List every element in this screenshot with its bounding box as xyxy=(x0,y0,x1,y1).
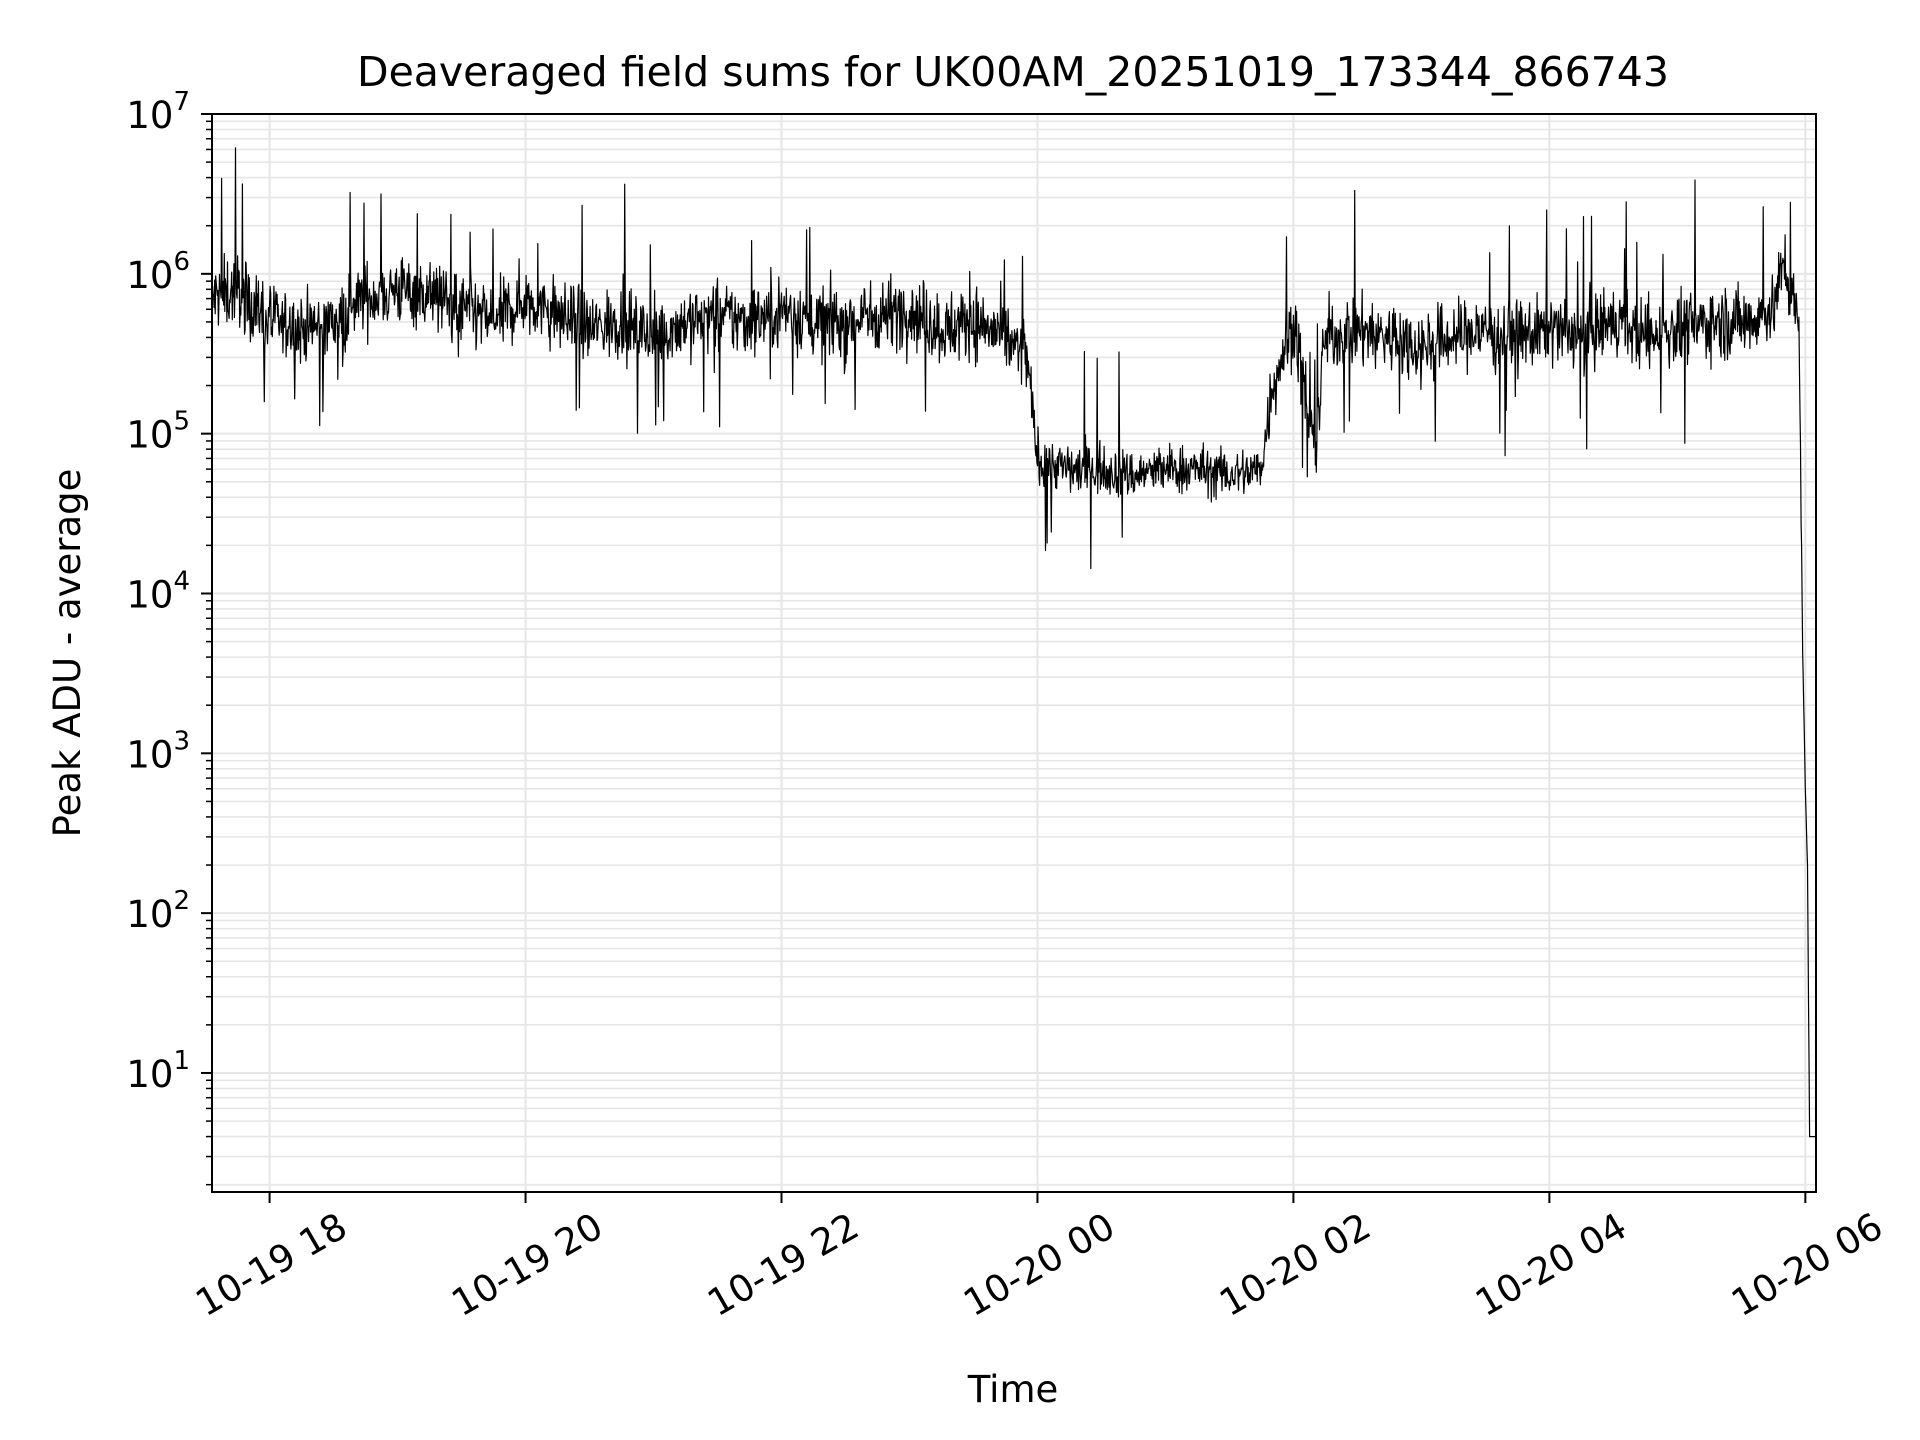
x-tick-label: 10-20 04 xyxy=(1468,1205,1634,1325)
x-axis-label: Time xyxy=(967,1368,1059,1411)
y-tick-label: 106 xyxy=(126,247,190,297)
y-axis-label: Peak ADU - average xyxy=(46,469,89,838)
chart-title: Deaveraged field sums for UK00AM_2025101… xyxy=(357,48,1669,96)
y-tick-label: 101 xyxy=(126,1046,190,1096)
y-tick-label: 103 xyxy=(126,726,190,776)
grid-layer xyxy=(212,113,1816,1192)
x-tick-label: 10-20 02 xyxy=(1212,1205,1378,1325)
y-tick-label: 107 xyxy=(126,87,190,137)
series-layer xyxy=(211,147,1817,1138)
series-line xyxy=(211,147,1817,1138)
x-tick-label: 10-20 06 xyxy=(1724,1205,1890,1325)
x-tick-label: 10-20 00 xyxy=(956,1205,1122,1325)
x-tick-label: 10-19 18 xyxy=(189,1205,355,1325)
y-tick-label: 104 xyxy=(126,566,190,616)
x-tick-label: 10-19 22 xyxy=(700,1205,866,1325)
plot-frame xyxy=(211,113,1817,1193)
x-tick-label: 10-19 20 xyxy=(444,1205,610,1325)
y-tick-label: 102 xyxy=(126,886,190,936)
y-tick-label: 105 xyxy=(126,407,190,457)
